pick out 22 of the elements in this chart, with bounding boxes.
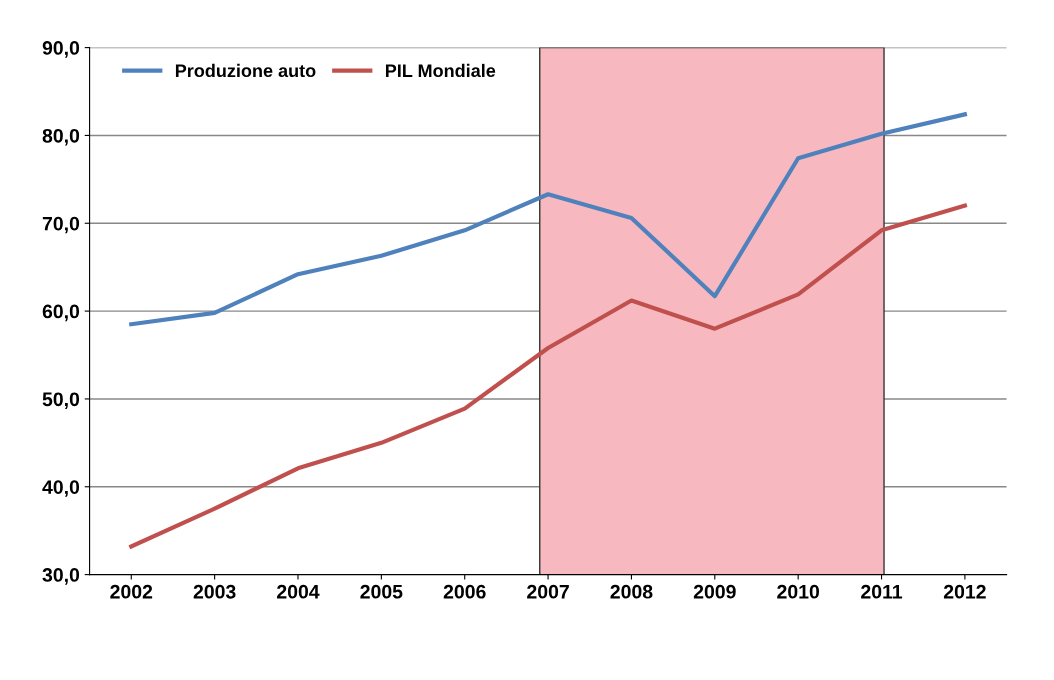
x-tick-label: 2008 xyxy=(610,584,653,599)
x-tick-label: 2012 xyxy=(943,584,986,599)
y-tick-label: 30,0 xyxy=(42,568,80,585)
y-tick-label: 60,0 xyxy=(42,304,80,322)
x-tick-label: 2003 xyxy=(193,584,236,599)
x-tick-label: 2010 xyxy=(777,584,819,599)
x-tick-label: 2006 xyxy=(443,584,486,599)
legend-label: Produzione auto xyxy=(175,63,316,78)
x-tick-label: 2011 xyxy=(861,584,903,599)
x-tick-label: 2009 xyxy=(693,584,736,599)
x-tick-label: 2004 xyxy=(277,584,320,599)
x-tick-label: 2005 xyxy=(360,584,403,599)
x-tick-label: 2007 xyxy=(527,584,569,599)
y-tick-label: 70,0 xyxy=(42,216,80,234)
legend-label: PIL Mondiale xyxy=(385,63,496,78)
y-tick-label: 80,0 xyxy=(42,128,80,146)
y-tick-label: 40,0 xyxy=(42,480,80,497)
line-series xyxy=(129,203,967,549)
y-tick-label: 90,0 xyxy=(42,41,80,58)
y-tick-label: 50,0 xyxy=(42,392,80,409)
x-tick-label: 2002 xyxy=(110,584,153,599)
line-series xyxy=(129,112,967,327)
